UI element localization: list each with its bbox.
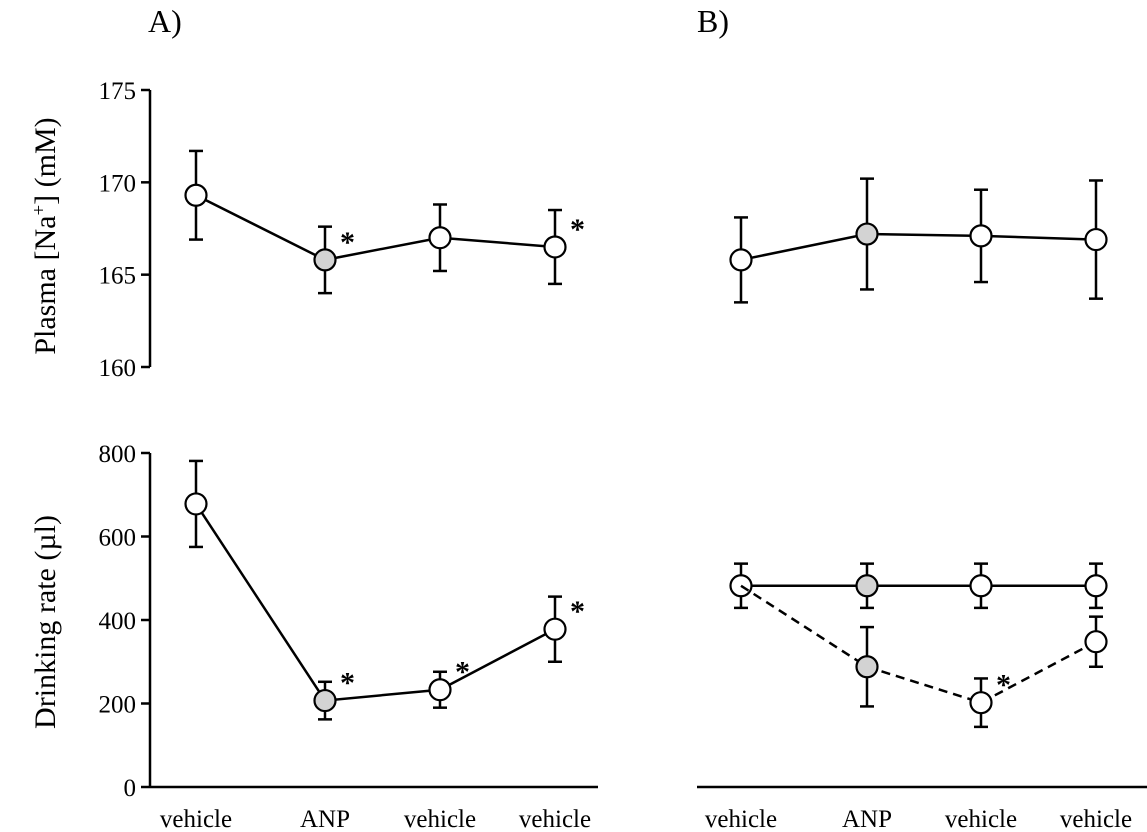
panel-b-label: B) [697,3,729,39]
y-tick-label: 0 [124,775,137,802]
vehicle-point [1084,630,1108,654]
category-label: vehicle [705,806,777,832]
ylabel-drinking-rate: Drinking rate (µl) [29,515,62,729]
significance-star: * [340,667,355,700]
category-label: vehicle [160,806,232,832]
category-label: vehicle [945,806,1017,832]
vehicle-point [969,574,993,598]
category-label: ANP [842,806,892,832]
significance-star: * [340,226,355,259]
y-tick-label: 165 [99,263,137,290]
chart-marks: * ** *** [184,149,1108,729]
significance-star: * [570,213,585,246]
series-line [740,584,1097,705]
vehicle-point [969,691,993,715]
anp-point [855,655,879,679]
tick-layer: 160 165 170 175 0 200 400 600 800 [99,78,150,802]
panel-a-label: A) [148,3,182,39]
vehicle-point [729,248,753,272]
vehicle-point [543,617,567,641]
y-tick-label: 175 [99,78,137,105]
series-line [740,232,1097,262]
vehicle-point [428,678,452,702]
series-line [194,503,556,702]
y-tick-label: 400 [99,608,137,635]
vehicle-point [184,492,208,516]
vehicle-point [969,224,993,248]
series-B-bottom-1: * [740,584,1108,729]
significance-star: * [996,669,1011,702]
vehicle-point [184,183,208,207]
series-B-top-0 [729,177,1108,304]
series-line [195,194,556,262]
y-tick-label: 160 [99,355,137,382]
vehicle-point [1084,227,1108,252]
category-label: ANP [300,806,350,832]
significance-star: * [455,656,470,689]
y-tick-label: 600 [99,525,137,552]
series-A-top-0: * * [184,149,585,295]
anp-point [313,248,337,272]
anp-point [855,222,879,246]
series-A-bottom-0: * * * [184,459,585,721]
category-label: vehicle [1060,806,1132,832]
y-tick-label: 200 [99,692,137,719]
y-tick-label: 800 [99,441,137,468]
vehicle-point [428,226,452,250]
axes-a-bottom [148,453,598,789]
category-labels: vehicle ANP vehicle vehicle vehicle ANP vehicl… [160,806,1132,832]
y-tick-label: 170 [99,170,137,197]
significance-star: * [570,595,585,628]
ylabel-plasma-na: Plasma [Na+] (mM) [29,117,63,354]
category-label: vehicle [519,806,591,832]
category-label: vehicle [404,806,476,832]
vehicle-point [1084,574,1108,598]
anp-point [313,688,337,713]
anp-point [855,574,879,598]
series-B-bottom-0 [729,562,1108,610]
vehicle-point [543,235,567,259]
